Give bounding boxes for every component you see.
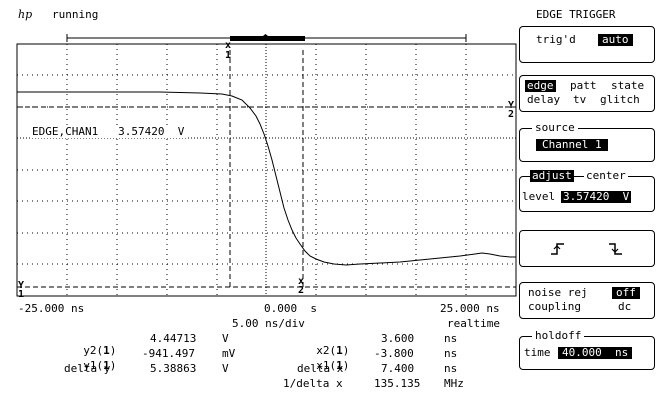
noise-rej-value: off xyxy=(612,287,640,299)
level-adjust[interactable]: adjust xyxy=(530,169,574,182)
y2-unit: V xyxy=(222,332,229,345)
measurement-x1: x1(1) xyxy=(303,348,349,372)
time-right-label: 25.000 ns xyxy=(440,302,500,315)
x2-value: 3.600 xyxy=(381,332,415,345)
mode-state[interactable]: state xyxy=(611,79,645,92)
trigger-readout: EDGE,CHAN1 3.57420 V xyxy=(30,125,187,138)
cursor-x2-number: 2 xyxy=(298,285,305,296)
mode-patt[interactable]: patt xyxy=(570,79,597,92)
level-value: 3.57420 V xyxy=(561,190,632,203)
delta-x-unit: ns xyxy=(444,362,458,375)
run-status: running xyxy=(52,8,99,21)
source-value: Channel 1 xyxy=(536,139,608,151)
inv-delta-x-unit: MHz xyxy=(444,377,464,390)
holdoff-value: 40.000 ns xyxy=(558,347,633,359)
y1-unit: mV xyxy=(222,347,236,360)
time-center-label: 0.000 s xyxy=(264,302,317,315)
graticule-center-axes xyxy=(17,44,516,296)
graticule-grid xyxy=(17,44,516,296)
measurement-y2: y2(1) xyxy=(70,333,116,357)
level-center[interactable]: center xyxy=(584,169,628,182)
menu-title: EDGE TRIGGER xyxy=(536,8,616,21)
cursor-y2-marker[interactable]: Y xyxy=(508,100,515,111)
measurement-y1: y1(1) xyxy=(70,348,116,372)
cursor-y1-marker[interactable]: Y xyxy=(18,280,25,291)
scope-display xyxy=(16,34,517,297)
time-left-label: -25.000 ns xyxy=(18,302,85,315)
holdoff-softkey[interactable]: holdoff time 40.000 ns xyxy=(519,330,655,370)
delta-y-value: 5.38863 xyxy=(150,362,197,375)
rising-edge-icon[interactable] xyxy=(550,241,566,257)
mode-delay[interactable]: delay xyxy=(527,93,561,106)
trigger-mode-softkey[interactable]: edge patt state delay tv glitch xyxy=(519,75,655,112)
y1-close: ) xyxy=(109,359,117,372)
cursor-x2-marker[interactable]: x xyxy=(298,276,305,287)
delta-x-value: 7.400 xyxy=(381,362,415,375)
y2-channel: 1 xyxy=(103,344,110,357)
falling-edge-icon[interactable] xyxy=(608,241,624,257)
delta-y-unit: V xyxy=(222,362,229,375)
cursor-y1-number: 1 xyxy=(18,289,25,300)
holdoff-label: time xyxy=(524,346,551,359)
cursor-y2-number: 2 xyxy=(508,109,515,120)
inv-delta-x-label: 1/delta x xyxy=(283,377,343,390)
x1-label: x1( xyxy=(316,359,337,372)
y1-value: -941.497 xyxy=(142,347,195,360)
timebase-label: 5.00 ns/div xyxy=(232,317,305,330)
cursors xyxy=(17,50,516,288)
mode-tv[interactable]: tv xyxy=(573,93,587,106)
y2-label: y2( xyxy=(83,344,104,357)
hp-logo: hp xyxy=(18,8,33,21)
slope-softkey[interactable] xyxy=(519,230,655,267)
level-softkey[interactable]: adjust center level 3.57420 V xyxy=(519,170,655,212)
source-title: source xyxy=(532,122,578,134)
coupling-label: coupling xyxy=(528,300,581,313)
y1-label: y1( xyxy=(83,359,104,372)
holdoff-title: holdoff xyxy=(532,330,585,342)
x1-channel: 1 xyxy=(336,359,343,372)
acquisition-mode: realtime xyxy=(447,317,500,330)
level-label: level xyxy=(522,190,556,203)
cursor-x1-number: 1 xyxy=(225,50,232,61)
source-softkey[interactable]: source Channel 1 xyxy=(519,122,655,162)
noise-rej-label: noise rej xyxy=(528,286,588,299)
x1-unit: ns xyxy=(444,347,458,360)
inv-delta-x-value: 135.135 xyxy=(374,377,421,390)
coupling-softkey[interactable]: noise rej off coupling dc xyxy=(519,282,655,319)
trigd-value: auto xyxy=(598,34,633,46)
y1-channel: 1 xyxy=(103,359,110,372)
channel1-waveform xyxy=(17,91,516,266)
x1-value: -3.800 xyxy=(374,347,414,360)
measurement-x2: x2(1) xyxy=(303,333,349,357)
x1-close: ) xyxy=(342,359,350,372)
mode-glitch[interactable]: glitch xyxy=(600,93,640,106)
coupling-value: dc xyxy=(618,300,632,313)
delta-x-label: delta x xyxy=(297,362,344,375)
x2-channel: 1 xyxy=(336,344,343,357)
delta-y-label: delta y xyxy=(64,362,111,375)
y2-close: ) xyxy=(109,344,117,357)
mode-edge[interactable]: edge xyxy=(525,79,556,92)
trigd-label: trig'd xyxy=(536,33,576,46)
timebase-position-bar xyxy=(66,34,467,42)
x2-label: x2( xyxy=(316,344,337,357)
cursor-x1-marker[interactable]: x xyxy=(225,40,232,51)
y2-value: 4.44713 xyxy=(150,332,197,345)
trigd-softkey[interactable]: trig'd auto xyxy=(519,26,655,63)
x2-unit: ns xyxy=(444,332,458,345)
x2-close: ) xyxy=(342,344,350,357)
